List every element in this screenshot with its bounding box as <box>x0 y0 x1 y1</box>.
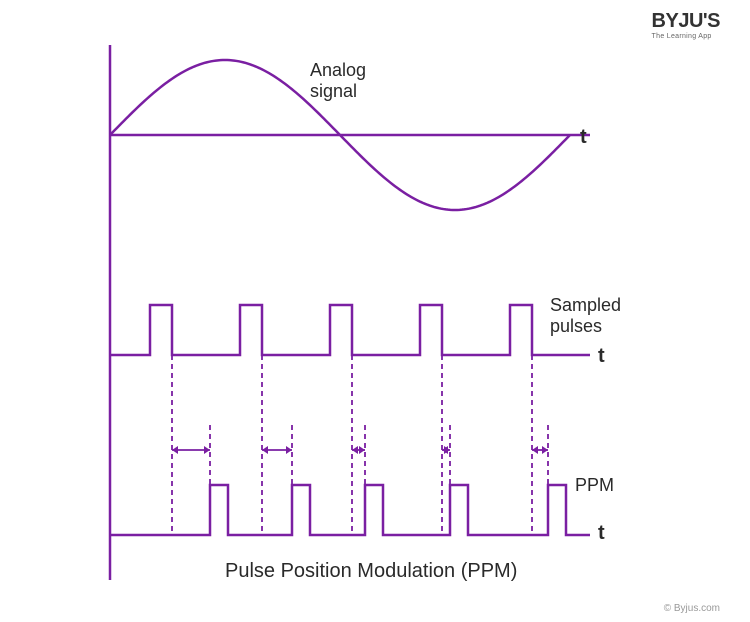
copyright-text: © Byjus.com <box>664 603 720 614</box>
diagram-caption: Pulse Position Modulation (PPM) <box>225 560 517 583</box>
logo-sub-text: The Learning App <box>652 33 720 40</box>
ppm-label: PPM <box>575 475 614 496</box>
analog-axis-label: t <box>580 126 587 149</box>
sampled-axis-label: t <box>598 345 605 368</box>
analog-label: Analog signal <box>310 60 366 101</box>
logo-main-text: BYJU'S <box>652 10 720 33</box>
sampled-label: Sampled pulses <box>550 295 621 336</box>
brand-logo: BYJU'S The Learning App <box>652 10 720 40</box>
ppm-axis-label: t <box>598 522 605 545</box>
